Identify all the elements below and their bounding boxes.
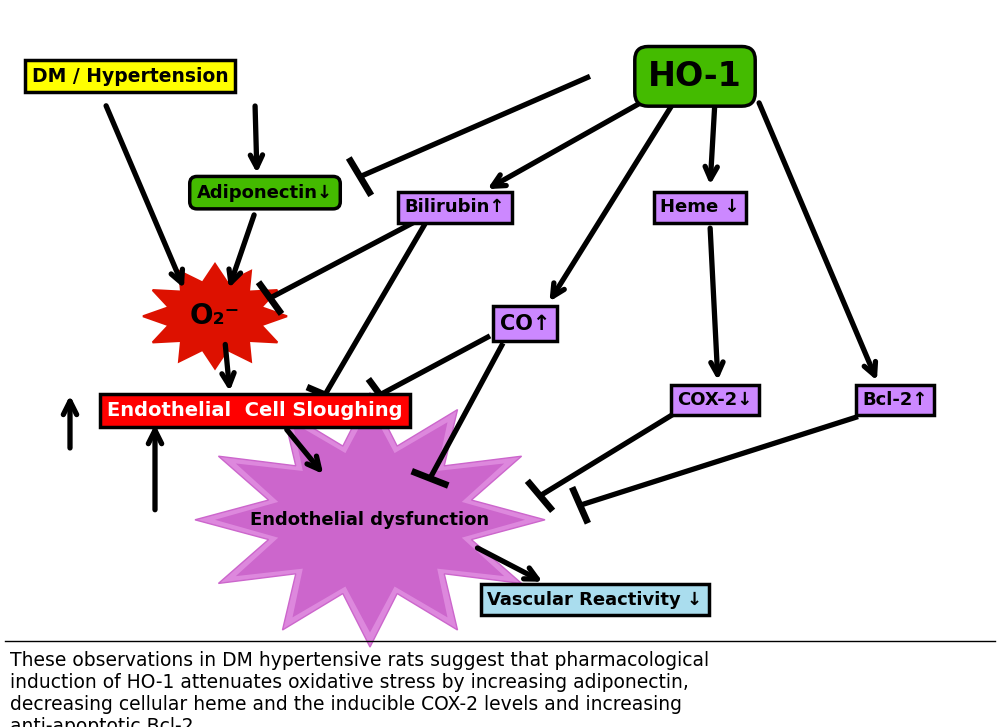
Polygon shape (143, 264, 287, 369)
Text: Heme ↓: Heme ↓ (660, 198, 740, 216)
Text: Adiponectin↓: Adiponectin↓ (197, 184, 333, 201)
Text: COX-2↓: COX-2↓ (677, 391, 753, 409)
Text: HO-1: HO-1 (648, 60, 742, 93)
Text: Vascular Reactivity ↓: Vascular Reactivity ↓ (487, 591, 703, 608)
Text: DM / Hypertension: DM / Hypertension (32, 67, 228, 86)
Polygon shape (195, 393, 545, 647)
Polygon shape (215, 407, 525, 632)
Text: O₂⁻: O₂⁻ (190, 302, 240, 330)
Text: Endothelial  Cell Sloughing: Endothelial Cell Sloughing (107, 401, 403, 420)
Text: CO↑: CO↑ (500, 313, 550, 334)
Text: Endothelial dysfunction: Endothelial dysfunction (250, 511, 490, 529)
Text: Bcl-2↑: Bcl-2↑ (862, 391, 928, 409)
Text: Bilirubin↑: Bilirubin↑ (405, 198, 505, 216)
Text: These observations in DM hypertensive rats suggest that pharmacological
inductio: These observations in DM hypertensive ra… (10, 651, 709, 727)
